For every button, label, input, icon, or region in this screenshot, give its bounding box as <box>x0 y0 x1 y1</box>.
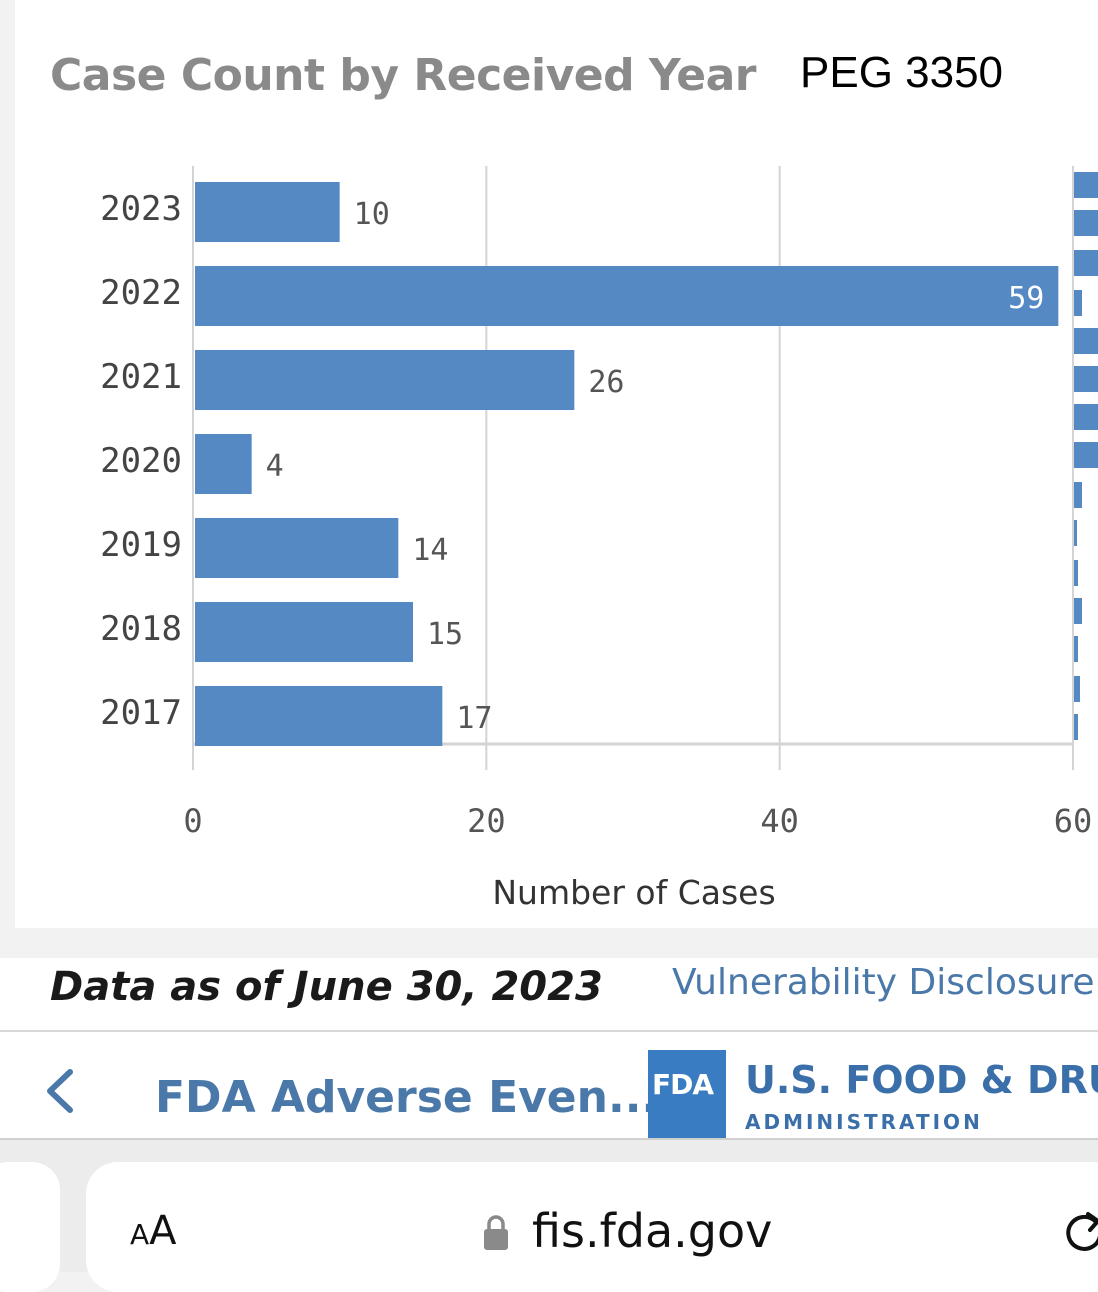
side-panel-bar <box>1074 250 1098 276</box>
chart-title: Case Count by Received Year <box>50 50 756 101</box>
data-label: 26 <box>588 365 624 400</box>
data-label: 15 <box>427 617 463 652</box>
lock-icon <box>484 1215 508 1250</box>
side-panel-bar <box>1074 442 1098 468</box>
app-title[interactable]: FDA Adverse Even... <box>155 1072 659 1123</box>
bar-2017 <box>195 686 443 746</box>
url-text[interactable]: fis.fda.gov <box>532 1204 773 1258</box>
side-panel-bar <box>1074 482 1082 508</box>
bar-chart: 0 20 40 60 Number of Cases 2023 10 2022 59 2021 26… <box>100 166 1098 912</box>
bar-2019 <box>195 518 399 578</box>
agency-name: U.S. FOOD & DRUG <box>745 1058 1098 1102</box>
agency-subtitle: ADMINISTRATION <box>745 1110 983 1134</box>
data-label: 10 <box>354 197 390 232</box>
bar-2018 <box>195 602 413 662</box>
y-tick-label: 2017 <box>100 693 182 733</box>
y-tick-label: 2022 <box>100 273 182 313</box>
previous-tab[interactable] <box>0 1162 60 1292</box>
y-tick-label: 2018 <box>100 609 182 649</box>
x-axis-label: Number of Cases <box>492 873 775 912</box>
side-panel-bar <box>1074 172 1098 198</box>
fda-logo-text: FDA <box>652 1068 714 1101</box>
vulnerability-disclosure-link[interactable]: Vulnerability Disclosure P <box>672 962 1098 1003</box>
footer-bar: Data as of June 30, 2023 Vulnerability D… <box>0 958 1098 1032</box>
x-tick-label: 20 <box>467 802 506 840</box>
y-tick-label: 2020 <box>100 441 182 481</box>
app-bar: FDA Adverse Even... FDA U.S. FOOD & DRUG… <box>0 1032 1098 1140</box>
y-tick-label: 2023 <box>100 189 182 229</box>
x-tick-label: 40 <box>760 802 799 840</box>
side-panel-bar <box>1074 210 1098 236</box>
data-label: 4 <box>266 449 284 484</box>
chevron-left-icon[interactable] <box>40 1066 80 1116</box>
side-panel-bar <box>1074 520 1077 546</box>
side-panel-bar <box>1074 290 1082 316</box>
aa-small: A <box>130 1218 150 1251</box>
side-panel-bar <box>1074 366 1098 392</box>
text-size-button[interactable]: AA <box>130 1208 177 1254</box>
bar-2020 <box>195 434 252 494</box>
y-tick-label: 2021 <box>100 357 182 397</box>
drug-annotation: PEG 3350 <box>800 48 1004 97</box>
data-label: 14 <box>412 533 448 568</box>
side-panel-bar <box>1074 598 1082 624</box>
browser-toolbar: AA fis.fda.gov <box>0 1140 1098 1292</box>
data-label: 59 <box>1008 281 1044 316</box>
y-tick-label: 2019 <box>100 525 182 565</box>
x-tick-label: 60 <box>1054 802 1093 840</box>
x-tick-label: 0 <box>183 802 202 840</box>
side-panel-bar <box>1074 328 1098 354</box>
data-as-of: Data as of June 30, 2023 <box>50 964 603 1010</box>
side-panel-bar <box>1074 636 1078 662</box>
aa-large: A <box>149 1208 177 1254</box>
bar-2022 <box>195 266 1059 326</box>
reload-icon[interactable] <box>1066 1208 1098 1254</box>
side-panel-bar <box>1074 676 1080 702</box>
bar-2021 <box>195 350 575 410</box>
side-panel-bar <box>1074 404 1098 430</box>
side-panel-bar <box>1074 714 1078 740</box>
side-panel-bar <box>1074 560 1078 586</box>
bar-2023 <box>195 182 340 242</box>
separator <box>0 928 1098 958</box>
address-bar[interactable] <box>86 1162 1098 1292</box>
fda-logo: FDA <box>648 1050 726 1138</box>
data-label: 17 <box>456 701 492 736</box>
